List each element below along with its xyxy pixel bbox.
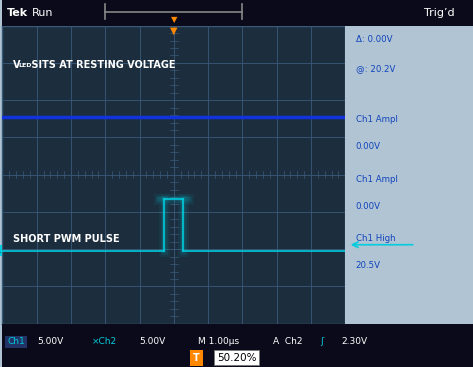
- Text: 50.20%: 50.20%: [217, 353, 256, 363]
- Text: SITS AT RESTING VOLTAGE: SITS AT RESTING VOLTAGE: [28, 60, 175, 70]
- Text: Ch1: Ch1: [7, 337, 25, 346]
- Text: ʃ: ʃ: [320, 337, 323, 346]
- Text: ▼: ▼: [170, 26, 177, 36]
- Text: @: 20.2V: @: 20.2V: [356, 65, 395, 73]
- Text: LED: LED: [19, 63, 32, 68]
- Text: A  Ch2: A Ch2: [273, 337, 302, 346]
- Text: Trig’d: Trig’d: [423, 8, 454, 18]
- Text: Tek: Tek: [7, 8, 28, 18]
- Text: Run: Run: [32, 8, 53, 18]
- Text: 0.00V: 0.00V: [356, 201, 380, 211]
- Text: V: V: [13, 60, 20, 70]
- Text: Ch1 High: Ch1 High: [356, 234, 395, 243]
- Text: 0.00V: 0.00V: [356, 142, 380, 151]
- Text: ▼: ▼: [171, 15, 177, 25]
- Text: 5.00V: 5.00V: [38, 337, 64, 346]
- Text: 2.30V: 2.30V: [341, 337, 368, 346]
- Text: M 1.00μs: M 1.00μs: [198, 337, 239, 346]
- Text: ×Ch2: ×Ch2: [92, 337, 117, 346]
- Text: Ch1 Ampl: Ch1 Ampl: [356, 175, 397, 184]
- Text: T: T: [193, 353, 200, 363]
- Text: 20.5V: 20.5V: [356, 261, 380, 270]
- Text: Ch1 Ampl: Ch1 Ampl: [356, 115, 397, 124]
- Text: Δ: 0.00V: Δ: 0.00V: [356, 34, 392, 44]
- Text: 5.00V: 5.00V: [139, 337, 165, 346]
- Text: SHORT PWM PULSE: SHORT PWM PULSE: [13, 234, 119, 244]
